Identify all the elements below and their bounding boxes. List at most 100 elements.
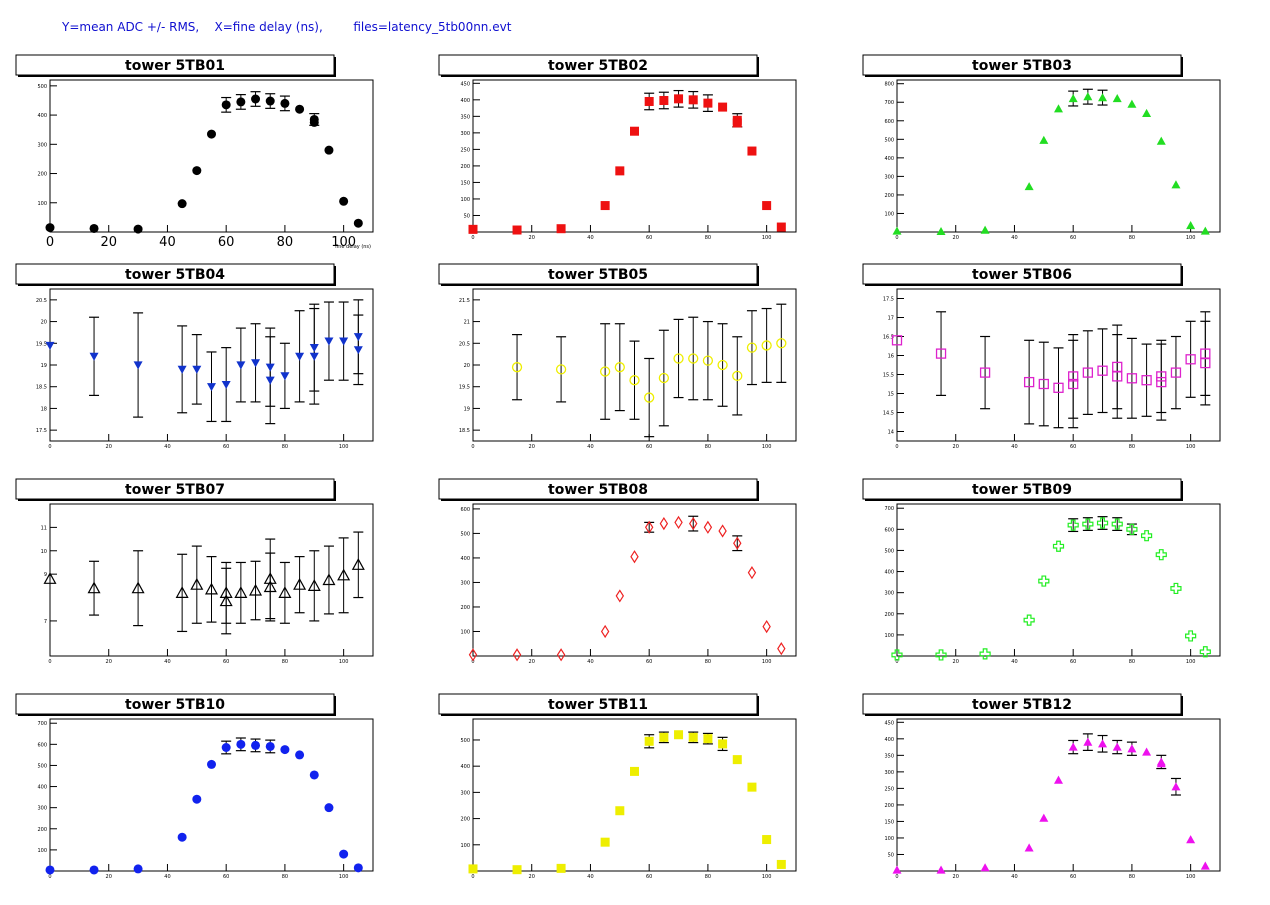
data-point: [1200, 861, 1210, 870]
data-point: [629, 375, 640, 386]
plot-frame: [472, 503, 797, 657]
y-tick-label: 300: [37, 806, 47, 812]
x-tick-label: 20: [953, 444, 959, 450]
chart-title: tower 5TB01: [125, 58, 225, 74]
y-tick-label: 300: [884, 174, 894, 180]
data-point: [615, 589, 625, 603]
x-tick-label: 0: [895, 444, 898, 450]
data-point: [892, 226, 902, 235]
x-axis-label: fine delay (ns): [335, 244, 371, 250]
title-box: [15, 54, 335, 76]
y-tick-label: 400: [460, 556, 470, 562]
chart-panel-12: tower 5TB12 50 100 150 200 250 300 350 400 450 0 20…: [862, 693, 1221, 880]
chart-panel-2: tower 5TB02 50 100 150 200 250 300 350 400 450 0 20…: [438, 54, 797, 241]
y-tick-label: 400: [884, 570, 894, 576]
x-tick-label: 100: [339, 444, 349, 450]
data-point: [45, 865, 55, 875]
data-point: [263, 572, 277, 584]
y-tick-label: 200: [460, 164, 470, 170]
data-point: [207, 759, 216, 769]
y-tick-label: 600: [884, 527, 894, 533]
data-point: [1186, 835, 1196, 844]
data-point: [280, 372, 290, 381]
title-box: [438, 54, 758, 76]
y-tick-label: 100: [884, 836, 894, 842]
data-point: [1127, 744, 1137, 753]
y-tick-label: 600: [884, 119, 894, 125]
title-box: [862, 263, 1182, 285]
chart-title: tower 5TB02: [548, 58, 648, 74]
data-point: [1038, 575, 1050, 587]
y-tick-label: 400: [884, 737, 894, 743]
data-point: [236, 739, 246, 749]
data-point: [1024, 182, 1034, 191]
title-box: [15, 263, 335, 285]
data-point: [1083, 737, 1093, 746]
data-point: [630, 126, 639, 136]
data-point: [511, 362, 523, 373]
data-point: [236, 97, 246, 107]
y-tick-label: 200: [37, 827, 47, 833]
data-point: [512, 865, 522, 875]
data-point: [1039, 813, 1049, 822]
data-point: [177, 832, 187, 842]
x-tick-label: 0: [48, 444, 51, 450]
data-point: [468, 864, 478, 874]
data-point: [746, 342, 758, 353]
data-point: [265, 363, 275, 372]
chart-title: tower 5TB08: [548, 482, 648, 498]
data-point: [337, 568, 351, 581]
data-point: [177, 365, 187, 374]
x-tick-label: 100: [762, 659, 772, 665]
data-point: [1023, 614, 1035, 626]
plot-frame: [472, 718, 797, 872]
data-point: [295, 352, 305, 361]
data-point: [892, 865, 902, 874]
y-tick-label: 11: [41, 525, 47, 531]
y-tick-label: 19: [41, 363, 47, 369]
y-tick-label: 500: [884, 548, 894, 554]
y-tick-label: 600: [460, 507, 470, 513]
data-point: [219, 594, 233, 607]
data-point: [295, 104, 305, 114]
data-point: [251, 359, 261, 368]
x-tick-label: 80: [282, 874, 288, 880]
chart-panel-10: tower 5TB10 100 200 300 400 500 600 700 0 20 40 60 8…: [15, 693, 374, 880]
chart-panel-5: tower 5TB05 18.5 19 19.5 20 20.5 21 21.5 0 20 40 60…: [438, 263, 797, 450]
data-point: [221, 100, 231, 110]
title-box: [438, 693, 758, 715]
data-point: [353, 863, 363, 873]
y-tick-label: 14: [888, 430, 894, 436]
data-point: [644, 736, 654, 746]
header-xlabel: X=fine delay (ns),: [214, 20, 323, 34]
data-point: [935, 348, 947, 359]
y-tick-label: 100: [37, 201, 47, 207]
data-point: [688, 353, 699, 364]
y-tick-label: 700: [884, 100, 894, 106]
data-point: [339, 337, 349, 346]
x-tick-label: 0: [895, 659, 898, 665]
data-point: [265, 741, 275, 751]
data-point: [207, 383, 216, 392]
y-tick-label: 19: [464, 406, 470, 412]
y-tick-label: 7: [44, 619, 47, 625]
chart-title: tower 5TB06: [972, 267, 1072, 283]
data-point: [1053, 382, 1064, 393]
y-tick-label: 200: [37, 172, 47, 178]
y-tick-label: 300: [460, 790, 470, 796]
y-tick-label: 20: [41, 320, 47, 326]
x-tick-label: 80: [705, 444, 711, 450]
data-point: [718, 739, 728, 749]
x-tick-label: 60: [223, 444, 229, 450]
data-point: [733, 536, 742, 550]
y-tick-label: 200: [884, 193, 894, 199]
x-tick-label: 0: [48, 874, 51, 880]
data-point: [1185, 354, 1196, 365]
data-point: [251, 94, 261, 104]
y-tick-label: 400: [37, 113, 47, 119]
x-tick-label: 60: [646, 235, 652, 241]
data-point: [1024, 843, 1034, 852]
data-point: [718, 102, 728, 112]
data-point: [1096, 517, 1109, 529]
x-tick-label: 60: [223, 659, 229, 665]
